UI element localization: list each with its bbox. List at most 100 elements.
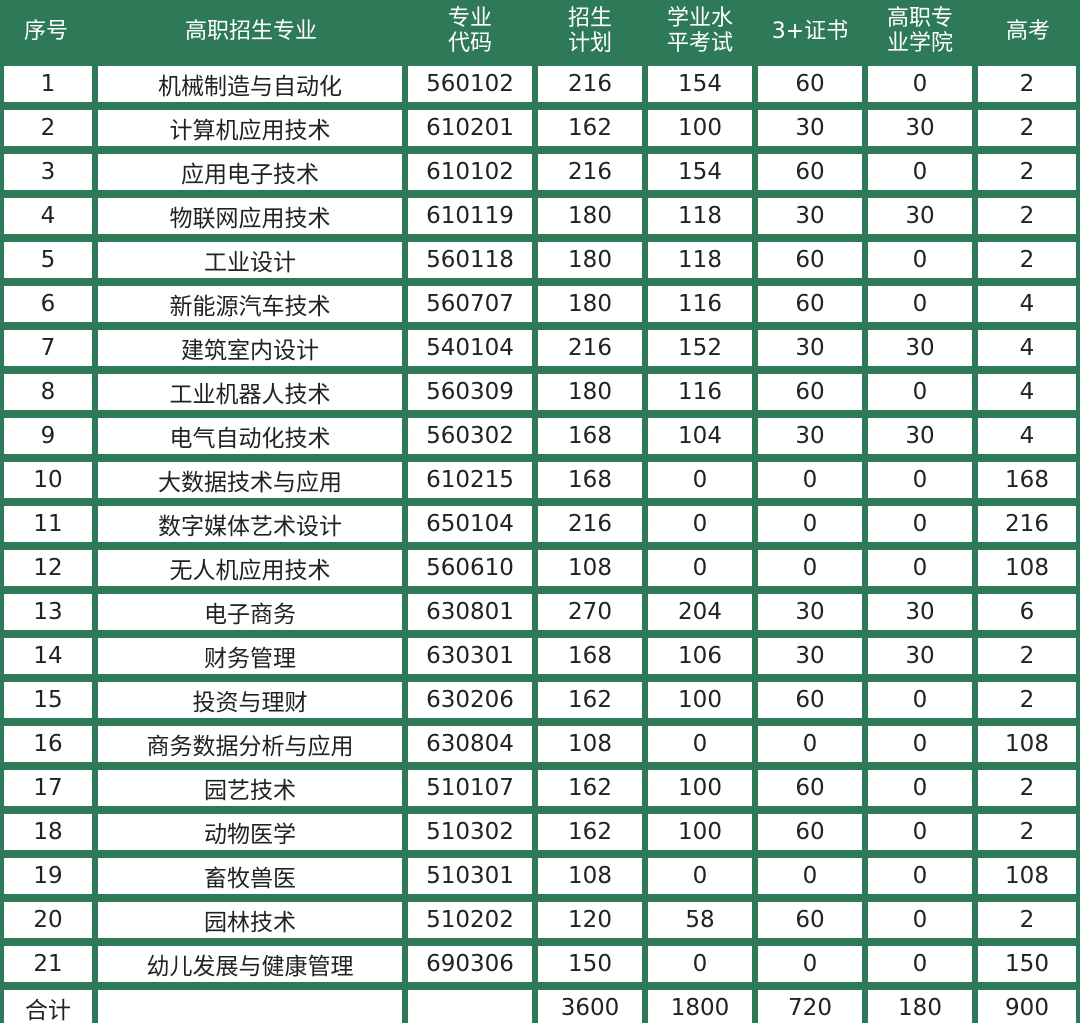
cell-major: 建筑室内设计 [98,330,402,366]
cell-vocational-college: 30 [868,594,972,630]
cell-academic-test: 0 [648,726,752,762]
cell-plan: 216 [538,154,642,190]
cell-gaokao: 2 [978,66,1076,102]
cell-gaokao: 4 [978,286,1076,322]
cell-vocational-college: 0 [868,550,972,586]
cell-vocational-college: 30 [868,330,972,366]
cell-seq: 5 [4,242,92,278]
cell-seq: 13 [4,594,92,630]
cell-major: 大数据技术与应用 [98,462,402,498]
cell-vocational-college: 0 [868,682,972,718]
cell-major: 畜牧兽医 [98,858,402,894]
cell-plan: 168 [538,462,642,498]
table-row: 2 计算机应用技术 610201 162 100 30 30 2 [0,106,1080,150]
cell-vocational-college: 0 [868,946,972,982]
cell-seq: 21 [4,946,92,982]
cell-code: 610215 [408,462,532,498]
cell-academic-test: 154 [648,66,752,102]
cell-3-plus-cert: 0 [758,550,862,586]
cell-plan: 150 [538,946,642,982]
cell-academic-test: 118 [648,198,752,234]
cell-gaokao: 150 [978,946,1076,982]
cell-3-plus-cert: 30 [758,110,862,146]
cell-3-plus-cert: 60 [758,286,862,322]
cell-academic-test: 0 [648,858,752,894]
cell-plan: 108 [538,858,642,894]
table-header: 序号 高职招生专业 专业 代码 招生 计划 学业水 平考试 3+证书 高职专 业… [0,0,1080,62]
cell-plan: 180 [538,374,642,410]
header-code: 专业 代码 [447,6,492,56]
cell-plan: 168 [538,638,642,674]
cell-plan: 216 [538,66,642,102]
cell-academic-test: 152 [648,330,752,366]
cell-seq: 19 [4,858,92,894]
cell-vocational-college: 0 [868,506,972,542]
table-row: 7 建筑室内设计 540104 216 152 30 30 4 [0,326,1080,370]
cell-academic-test: 100 [648,110,752,146]
table-row: 1 机械制造与自动化 560102 216 154 60 0 2 [0,62,1080,106]
cell-code: 510301 [408,858,532,894]
cell-gaokao: 108 [978,550,1076,586]
cell-vocational-college: 0 [868,814,972,850]
cell-academic-test: 104 [648,418,752,454]
cell-plan: 216 [538,330,642,366]
cell-plan: 162 [538,814,642,850]
cell-3-plus-cert: 30 [758,418,862,454]
cell-seq: 10 [4,462,92,498]
cell-total-label: 合计 [4,990,92,1026]
cell-vocational-college-total: 180 [868,990,972,1026]
cell-3-plus-cert: 60 [758,902,862,938]
cell-academic-test: 0 [648,550,752,586]
header-3-plus-cert: 3+证书 [771,18,849,44]
cell-3-plus-cert: 60 [758,374,862,410]
cell-seq: 4 [4,198,92,234]
table-row: 3 应用电子技术 610102 216 154 60 0 2 [0,150,1080,194]
cell-vocational-college: 30 [868,418,972,454]
cell-plan: 180 [538,242,642,278]
cell-academic-test: 0 [648,462,752,498]
cell-3-plus-cert: 0 [758,858,862,894]
cell-major [98,990,402,1026]
cell-seq: 12 [4,550,92,586]
header-plan: 招生 计划 [567,6,612,56]
cell-code: 630801 [408,594,532,630]
header-major: 高职招生专业 [184,18,317,44]
table-row: 10 大数据技术与应用 610215 168 0 0 0 168 [0,458,1080,502]
cell-academic-test: 116 [648,286,752,322]
cell-gaokao: 2 [978,110,1076,146]
cell-code: 510302 [408,814,532,850]
cell-code: 560118 [408,242,532,278]
table-row: 6 新能源汽车技术 560707 180 116 60 0 4 [0,282,1080,326]
cell-major: 无人机应用技术 [98,550,402,586]
cell-gaokao: 6 [978,594,1076,630]
cell-seq: 1 [4,66,92,102]
cell-vocational-college: 0 [868,154,972,190]
cell-code: 560102 [408,66,532,102]
cell-3-plus-cert: 30 [758,330,862,366]
cell-code: 560302 [408,418,532,454]
cell-academic-test: 58 [648,902,752,938]
cell-gaokao: 2 [978,682,1076,718]
header-seq: 序号 [23,18,68,44]
cell-major: 工业设计 [98,242,402,278]
table-row: 16 商务数据分析与应用 630804 108 0 0 0 108 [0,722,1080,766]
cell-major: 应用电子技术 [98,154,402,190]
cell-3-plus-cert: 0 [758,726,862,762]
cell-major: 电气自动化技术 [98,418,402,454]
table-row: 14 财务管理 630301 168 106 30 30 2 [0,634,1080,678]
cell-seq: 16 [4,726,92,762]
cell-code: 560309 [408,374,532,410]
cell-academic-test: 204 [648,594,752,630]
cell-major: 电子商务 [98,594,402,630]
cell-plan: 180 [538,286,642,322]
cell-vocational-college: 30 [868,110,972,146]
cell-vocational-college: 0 [868,902,972,938]
cell-gaokao: 108 [978,858,1076,894]
cell-code: 630206 [408,682,532,718]
cell-academic-test: 100 [648,770,752,806]
cell-academic-test: 100 [648,682,752,718]
table-row: 8 工业机器人技术 560309 180 116 60 0 4 [0,370,1080,414]
cell-3-plus-cert: 60 [758,770,862,806]
cell-gaokao: 4 [978,374,1076,410]
table-row: 11 数字媒体艺术设计 650104 216 0 0 0 216 [0,502,1080,546]
